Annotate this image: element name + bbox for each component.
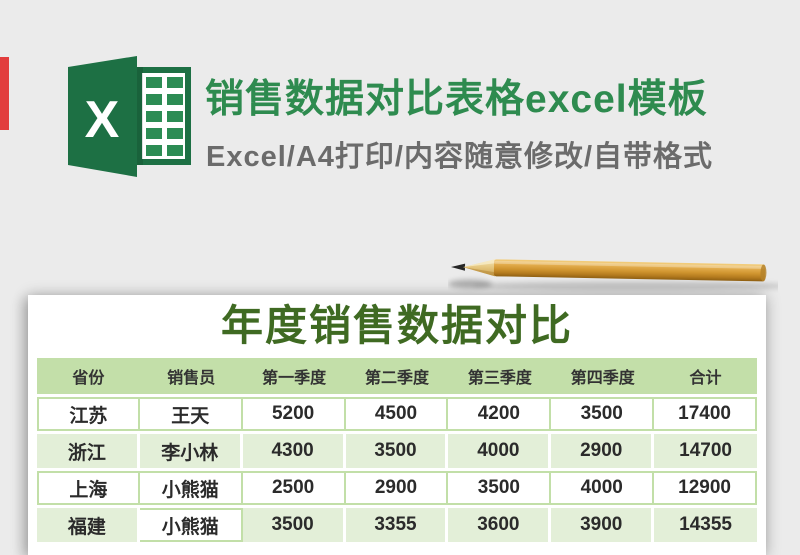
logo-page-shadow — [136, 67, 143, 165]
header-cell: 第四季度 — [551, 358, 655, 394]
logo-grid-cells — [146, 77, 183, 156]
table-cell: 3500 — [345, 434, 449, 468]
table-cell: 小熊猫 — [139, 471, 243, 505]
row-header-cell: 福建 — [37, 508, 140, 542]
table-cell: 4200 — [448, 397, 552, 431]
table-cell: 3500 — [242, 508, 346, 542]
table-cell: 2900 — [345, 471, 449, 505]
table-cell: 12900 — [654, 471, 757, 505]
table-cell: 4300 — [242, 434, 346, 468]
row-header-cell: 浙江 — [37, 434, 140, 468]
table-cell: 5200 — [242, 397, 346, 431]
pencil-shadow — [448, 279, 778, 291]
sheet: 年度销售数据对比 省份 销售员 第一季度 第二季度 第三季度 第四季度 合计江苏 王天 5200… — [28, 295, 766, 555]
row-header-cell: 上海 — [37, 471, 140, 505]
table-cell: 3355 — [345, 508, 449, 542]
row-header-cell: 江苏 — [37, 397, 140, 431]
table-cell: 4000 — [448, 434, 552, 468]
table-cell: 17400 — [654, 397, 757, 431]
header-cell: 第一季度 — [242, 358, 346, 394]
table-cell: 3600 — [448, 508, 552, 542]
table-cell: 2500 — [242, 471, 346, 505]
table-cell: 李小林 — [139, 434, 243, 468]
header-cell: 销售员 — [139, 358, 243, 394]
table-cell: 2900 — [551, 434, 655, 468]
red-tab — [0, 57, 9, 130]
table-cell: 14355 — [654, 508, 757, 542]
header-cell: 合计 — [654, 358, 757, 394]
header-cell: 省份 — [37, 358, 140, 394]
table-cell: 王天 — [139, 397, 243, 431]
table-cell: 3500 — [448, 471, 552, 505]
sheet-title: 年度销售数据对比 — [220, 302, 573, 349]
table-cell: 3500 — [551, 397, 655, 431]
logo-letter: X — [85, 91, 120, 149]
sales-table: 省份 销售员 第一季度 第二季度 第三季度 第四季度 合计 江苏 王天 5200 4500 4200 3… — [37, 358, 757, 542]
header-cell: 第三季度 — [448, 358, 552, 394]
table-cell: 14700 — [654, 434, 757, 468]
logo-cover — [68, 56, 137, 177]
excel-logo-icon: X — [68, 56, 191, 177]
pencil-body-group — [451, 259, 767, 282]
header-cell: 第二季度 — [345, 358, 449, 394]
page-title: 销售数据对比表格excel模板 — [205, 78, 708, 121]
table-cell: 小熊猫 — [139, 508, 243, 542]
page-subtitle: Excel/A4打印/内容随意修改/自带格式 — [206, 141, 714, 173]
table-cell: 3900 — [551, 508, 655, 542]
pencil-icon — [448, 259, 778, 291]
table-cell: 4500 — [345, 397, 449, 431]
table-cell: 4000 — [551, 471, 655, 505]
